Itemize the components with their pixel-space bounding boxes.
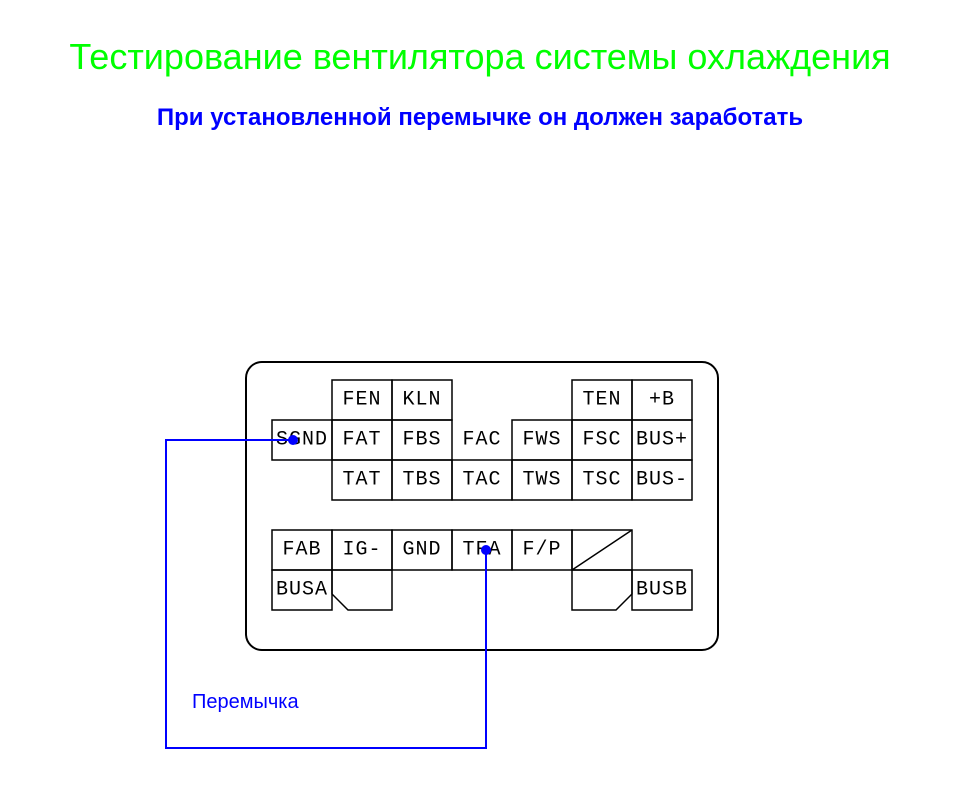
pin-r2-2-label: FBS: [402, 429, 441, 452]
pin-r3-4-label: TSC: [582, 469, 621, 492]
pin-r5-1: [332, 570, 392, 610]
pin-r5-0-label: BUSA: [276, 579, 328, 602]
pin-r4-1-label: IG-: [342, 539, 381, 562]
pin-r4-0-label: FAB: [282, 539, 321, 562]
pin-r3-2-label: TAC: [462, 469, 501, 492]
pin-r2-1-label: FAT: [342, 429, 381, 452]
pin-r3-3-label: TWS: [522, 469, 561, 492]
pin-r5-3-label: BUSB: [636, 579, 688, 602]
pin-r2-3-label: FAC: [462, 429, 501, 452]
jumper-dot-sgnd: [288, 435, 298, 445]
connector-frame: [246, 362, 718, 650]
pin-r3-0-label: TAT: [342, 469, 381, 492]
pin-r3-5-label: BUS-: [636, 469, 688, 492]
pin-r1-2-label: TEN: [582, 389, 621, 412]
pin-r4-5-hatch: [572, 530, 632, 570]
pin-r4-2-label: GND: [402, 539, 441, 562]
jumper-label: Перемычка: [192, 691, 299, 713]
connector-diagram: FENKLNTEN+BSGNDFATFBSFACFWSFSCBUS+TATTBS…: [0, 0, 960, 802]
pin-r1-0-label: FEN: [342, 389, 381, 412]
jumper-dot-tfa: [481, 545, 491, 555]
pin-r4-4-label: F/P: [522, 539, 561, 562]
pin-r3-1-label: TBS: [402, 469, 441, 492]
pin-r2-4-label: FWS: [522, 429, 561, 452]
pin-r1-1-label: KLN: [402, 389, 441, 412]
pin-r5-2: [572, 570, 632, 610]
pin-r1-3-label: +B: [649, 389, 675, 412]
pin-r2-6-label: BUS+: [636, 429, 688, 452]
pin-r2-5-label: FSC: [582, 429, 621, 452]
